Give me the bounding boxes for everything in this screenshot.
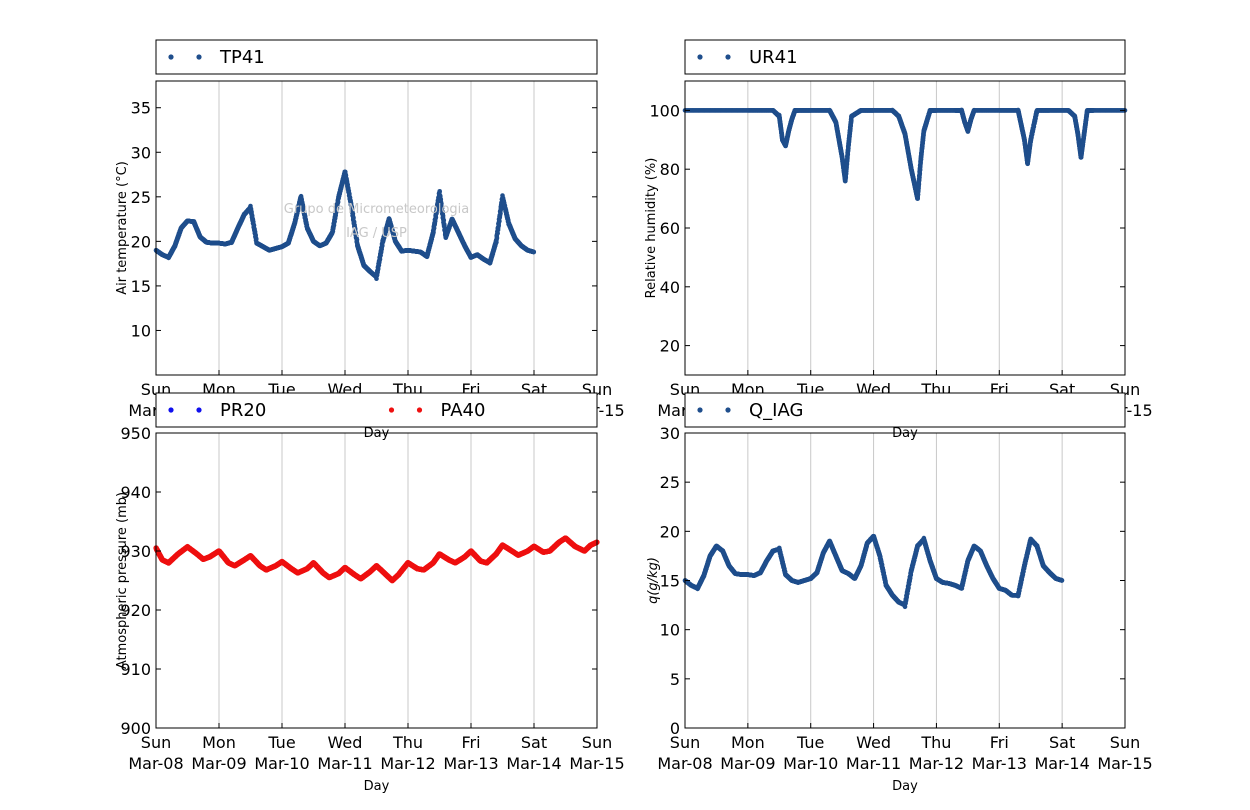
y-tick-label: 60 <box>660 219 680 238</box>
y-tick-label: 20 <box>660 337 680 356</box>
legend-marker <box>725 54 731 60</box>
legend: TP41 <box>155 39 598 75</box>
y-axis-label: Relative humidity (%) <box>644 158 659 299</box>
y-tick-label: 15 <box>131 277 151 296</box>
chart-temp: 101520253035SunMar-08MonMar-09TueMar-10W… <box>115 39 625 441</box>
data-point <box>437 189 443 194</box>
data-series <box>682 107 1128 201</box>
y-tick-label: 10 <box>131 321 151 340</box>
data-series <box>153 535 600 584</box>
data-point <box>253 236 259 242</box>
legend: UR41 <box>684 39 1126 75</box>
plot-frame <box>684 80 1126 376</box>
series-ur41 <box>682 107 1128 201</box>
legend-marker <box>196 54 202 60</box>
y-tick-label: 80 <box>660 160 680 179</box>
watermark-line-2: IAG / USP <box>346 226 407 241</box>
y-tick-label: 100 <box>649 101 680 120</box>
data-series <box>153 169 537 282</box>
legend-label: TP41 <box>219 47 265 68</box>
watermark-line-1: Grupo de Micrometeorologia <box>284 202 470 217</box>
y-axis-label: Air temperature (°C) <box>115 161 130 295</box>
series-tp41 <box>153 169 537 282</box>
chart-humidity: 20406080100SunMar-08MonMar-09TueMar-10We… <box>644 39 1153 441</box>
legend-marker <box>168 54 174 60</box>
data-point <box>531 249 537 255</box>
y-tick-label: 30 <box>131 143 151 162</box>
legend-label: UR41 <box>749 47 798 68</box>
y-tick-label: 25 <box>131 188 151 207</box>
legend-marker <box>697 54 703 60</box>
series-pa40 <box>153 535 600 584</box>
chart-pressure: 900910920930940950SunMar-08MonMar-09TueM… <box>115 392 625 794</box>
y-tick-label: 20 <box>131 232 151 251</box>
y-tick-label: 35 <box>131 99 151 118</box>
y-tick-label: 40 <box>660 278 680 297</box>
